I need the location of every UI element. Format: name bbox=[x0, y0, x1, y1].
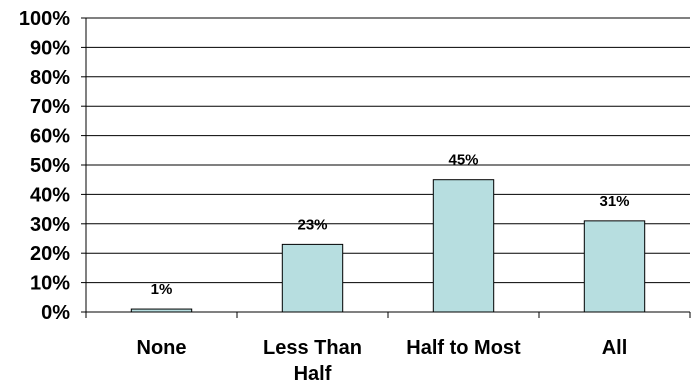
y-tick-label: 70% bbox=[30, 96, 70, 118]
data-label: 1% bbox=[151, 281, 173, 298]
data-label: 45% bbox=[448, 152, 478, 169]
category-label: Less Than Half bbox=[263, 337, 362, 385]
y-tick-label: 10% bbox=[30, 273, 70, 295]
y-tick-label: 30% bbox=[30, 214, 70, 236]
y-tick-label: 20% bbox=[30, 243, 70, 265]
y-tick-label: 60% bbox=[30, 126, 70, 148]
category-label: All bbox=[602, 337, 628, 359]
data-label: 23% bbox=[297, 216, 327, 233]
y-tick-label: 50% bbox=[30, 155, 70, 177]
bar-all bbox=[583, 220, 646, 313]
gridlines bbox=[86, 17, 690, 284]
y-tick-label: 100% bbox=[19, 8, 70, 30]
category-label: Half to Most bbox=[406, 337, 521, 359]
y-tick-label: 90% bbox=[30, 37, 70, 59]
category-label: None bbox=[137, 337, 187, 359]
bars bbox=[130, 179, 646, 313]
y-tick-label: 80% bbox=[30, 67, 70, 89]
labels: 0% 10% 20% 30% 40% 50% 60% 70% 80% 90% 100% 1% None 2… bbox=[19, 8, 630, 385]
bar-less-than-half bbox=[281, 243, 344, 313]
axes bbox=[81, 17, 691, 318]
data-label: 31% bbox=[599, 193, 629, 210]
y-tick-label: 40% bbox=[30, 184, 70, 206]
bar-half-to-most bbox=[432, 179, 495, 313]
y-tick-label: 0% bbox=[41, 302, 70, 324]
